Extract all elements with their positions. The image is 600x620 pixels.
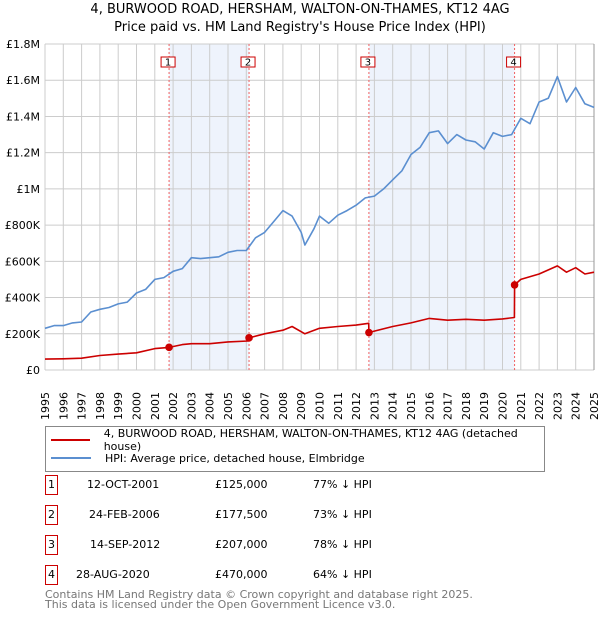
x-tick-label: 2023 (551, 392, 564, 420)
footer-licence: This data is licensed under the Open Gov… (45, 598, 396, 611)
x-tick-label: 2001 (149, 392, 162, 420)
x-tick-label: 2012 (350, 392, 363, 420)
sale-date: 28-AUG-2020 (76, 568, 150, 581)
sale-date: 12-OCT-2001 (87, 478, 160, 491)
price-chart: 1995 1996 1997 1998 1999 2000 2001 2002 2003 2004… (5, 38, 600, 420)
sale-badge: 4 (45, 565, 58, 585)
sale-badge: 3 (45, 535, 58, 555)
sale-point (165, 343, 173, 352)
x-tick-label: 2009 (295, 392, 308, 420)
sale-hpi-diff: 73% ↓ HPI (313, 508, 372, 521)
sale-row: 1 12-OCT-2001 £125,000 77% ↓ HPI (45, 475, 445, 495)
x-tick-label: 1996 (57, 392, 70, 420)
sale-price: £470,000 (215, 568, 268, 581)
footer-copyright: Contains HM Land Registry data © Crown c… (45, 588, 473, 601)
y-tick-label: £400K (5, 292, 41, 305)
x-tick-label: 2016 (423, 392, 436, 420)
x-tick-label: 1997 (76, 392, 89, 420)
sale-date: 24-FEB-2006 (89, 508, 160, 521)
x-tick-label: 2003 (185, 392, 198, 420)
shaded-range (169, 44, 250, 370)
sale-marker-label: 4 (510, 58, 516, 69)
sale-badge: 1 (45, 475, 58, 495)
sale-marker-box (240, 56, 256, 68)
sale-row: 3 14-SEP-2012 £207,000 78% ↓ HPI (45, 535, 445, 555)
y-tick-label: £1M (17, 183, 41, 196)
chart-subtitle: Price paid vs. HM Land Registry's House … (114, 20, 486, 35)
x-tick-label: 1998 (94, 392, 107, 420)
x-tick-label: 2010 (314, 392, 327, 420)
hpi-line (44, 75, 595, 330)
y-tick-label: £0 (26, 364, 40, 377)
y-tick-label: £600K (5, 255, 41, 268)
x-tick-label: 2025 (588, 392, 600, 420)
sale-hpi-diff: 78% ↓ HPI (313, 538, 372, 551)
sale-marker-label: 1 (165, 58, 171, 69)
x-tick-label: 2017 (442, 392, 455, 420)
x-tick-label: 2022 (533, 392, 546, 420)
sale-price: £177,500 (215, 508, 268, 521)
y-tick-label: £1.4M (6, 110, 40, 123)
sale-marker-label: 2 (245, 58, 251, 69)
x-tick-label: 2018 (460, 392, 473, 420)
sale-point (245, 334, 253, 342)
x-tick-label: 2008 (277, 392, 290, 420)
sale-point (365, 328, 373, 337)
y-tick-label: £1.8M (6, 38, 40, 51)
x-tick-label: 2000 (131, 392, 144, 420)
sale-price: £207,000 (215, 538, 268, 551)
footer: Contains HM Land Registry data © Crown c… (45, 588, 473, 611)
property-line (44, 265, 595, 360)
legend: 4, BURWOOD ROAD, HERSHAM, WALTON-ON-THAM… (45, 426, 545, 472)
x-tick-label: 2015 (405, 392, 418, 420)
x-tick-label: 2019 (478, 392, 491, 420)
y-tick-label: £1.2M (6, 147, 40, 160)
x-tick-label: 2007 (259, 392, 272, 420)
x-tick-label: 1999 (112, 392, 125, 420)
x-tick-label: 2006 (240, 392, 253, 420)
sale-price: £125,000 (215, 478, 268, 491)
x-tick-label: 2004 (204, 392, 217, 420)
sale-date: 14-SEP-2012 (90, 538, 161, 551)
x-tick-label: 2002 (167, 392, 180, 420)
x-tick-label: 2005 (222, 392, 235, 420)
sale-marker-box (506, 56, 522, 68)
sale-row: 4 28-AUG-2020 £470,000 64% ↓ HPI (45, 565, 445, 585)
y-tick-label: £200K (5, 328, 41, 341)
shaded-range (368, 44, 515, 370)
chart-title: 4, BURWOOD ROAD, HERSHAM, WALTON-ON-THAM… (90, 2, 510, 17)
x-tick-label: 2021 (515, 392, 528, 420)
legend-swatch-property (51, 439, 90, 441)
legend-swatch-hpi (51, 457, 91, 459)
x-tick-label: 2014 (387, 392, 400, 420)
sale-marker-box (360, 56, 376, 68)
sale-badge: 2 (45, 505, 58, 525)
x-tick-label: 1995 (39, 392, 52, 420)
x-tick-label: 2011 (332, 392, 345, 420)
x-tick-label: 2013 (368, 392, 381, 420)
legend-item-hpi: HPI: Average price, detached house, Elmb… (51, 450, 365, 466)
sale-marker-label: 3 (365, 58, 371, 69)
x-tick-label: 2020 (497, 392, 510, 420)
sale-point (510, 281, 519, 289)
legend-label-property: 4, BURWOOD ROAD, HERSHAM, WALTON-ON-THAM… (103, 427, 518, 453)
sale-row: 2 24-FEB-2006 £177,500 73% ↓ HPI (45, 505, 445, 525)
x-tick-label: 2024 (570, 392, 583, 420)
y-tick-label: £1.6M (6, 74, 40, 87)
y-tick-label: £800K (5, 219, 41, 232)
sale-hpi-diff: 64% ↓ HPI (313, 568, 372, 581)
legend-label-hpi: HPI: Average price, detached house, Elmb… (105, 451, 365, 465)
legend-item-property: 4, BURWOOD ROAD, HERSHAM, WALTON-ON-THAM… (51, 427, 544, 453)
sale-hpi-diff: 77% ↓ HPI (313, 478, 372, 491)
sale-marker-box (160, 56, 176, 68)
